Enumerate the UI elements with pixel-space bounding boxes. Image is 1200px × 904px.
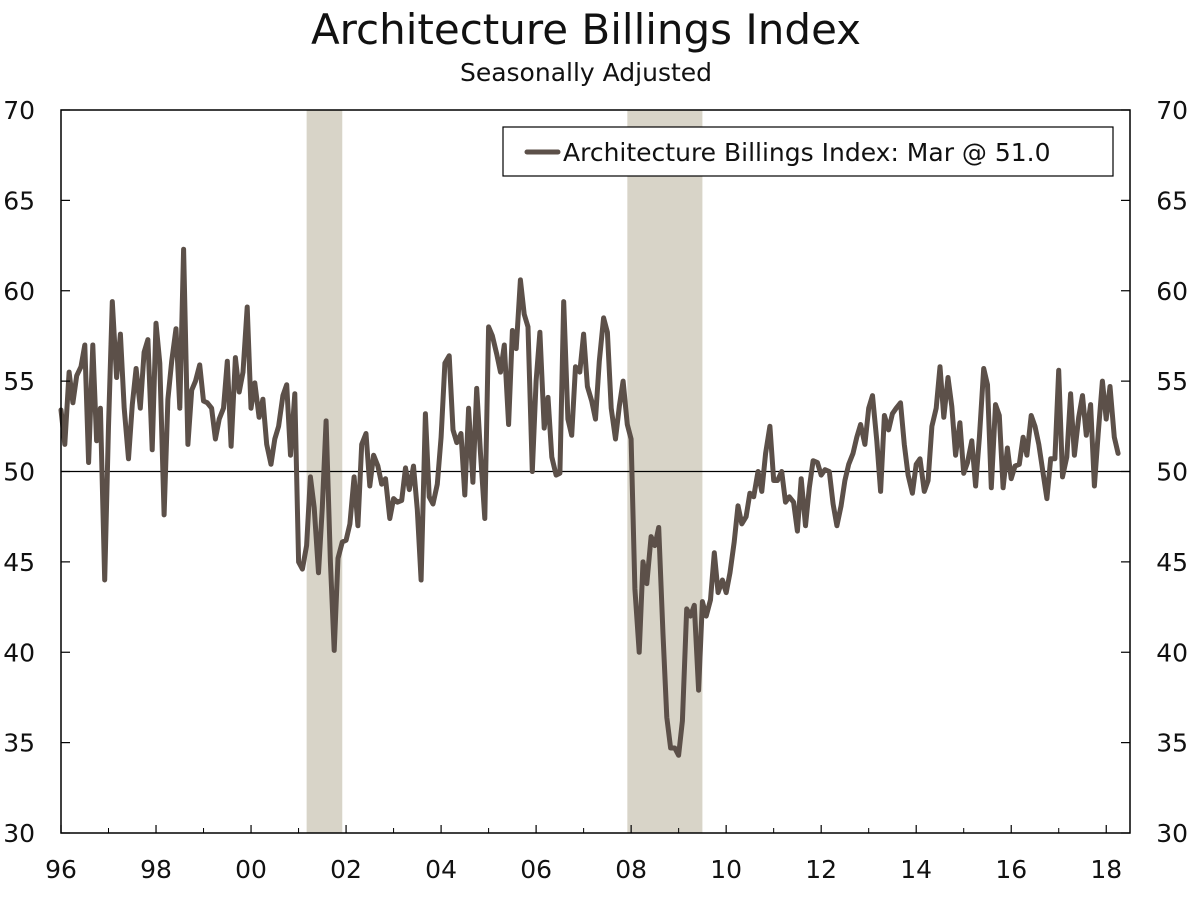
y-axis-right: 30 35 40 45 50 55 60 65 70 [1121,96,1188,848]
series-line-1 [58,246,1121,758]
chart-title: Architecture Billings Index [310,5,862,54]
y-tick-label-left-45: 45 [3,548,35,577]
legend-box [502,126,1114,177]
x-tick-label-12: 12 [805,855,837,884]
legend-label: Architecture Billings Index: Mar @ 51.0 [563,138,1051,167]
y-tick-label-right-40: 40 [1156,638,1188,667]
x-tick-label-06: 06 [520,855,552,884]
x-tick-label-10: 10 [710,855,742,884]
y-tick-label-left-35: 35 [3,729,35,758]
chart-subtitle: Seasonally Adjusted [459,58,713,87]
x-axis: 96 98 00 02 04 06 08 10 12 14 16 18 [45,825,1122,884]
x-tick-label-18: 18 [1090,855,1122,884]
y-tick-label-left-60: 60 [3,277,35,306]
y-tick-label-right-45: 45 [1156,548,1188,577]
x-tick-label-16: 16 [995,855,1027,884]
y-tick-label-right-70: 70 [1156,96,1188,125]
legend: Architecture Billings Index: Mar @ 51.0 [502,126,1114,177]
y-tick-label-right-50: 50 [1156,458,1188,487]
y-tick-label-left-30: 30 [3,819,35,848]
y-tick-label-left-65: 65 [3,186,35,215]
x-tick-label-00: 00 [235,855,267,884]
x-tick-label-96: 96 [45,855,77,884]
x-tick-label-98: 98 [140,855,172,884]
x-tick-label-08: 08 [615,855,647,884]
y-tick-label-right-35: 35 [1156,729,1188,758]
y-tick-label-right-60: 60 [1156,277,1188,306]
y-tick-label-right-55: 55 [1156,367,1188,396]
y-axis-left: 30 35 40 45 50 55 60 65 70 [3,96,70,848]
x-tick-label-04: 04 [425,855,457,884]
y-tick-label-left-55: 55 [3,367,35,396]
x-tick-label-14: 14 [900,855,932,884]
y-tick-label-left-50: 50 [3,458,35,487]
y-tick-label-left-40: 40 [3,638,35,667]
y-tick-label-right-65: 65 [1156,186,1188,215]
y-tick-label-right-30: 30 [1156,819,1188,848]
series-group [58,246,1121,758]
x-tick-label-02: 02 [330,855,362,884]
y-tick-label-left-70: 70 [3,96,35,125]
